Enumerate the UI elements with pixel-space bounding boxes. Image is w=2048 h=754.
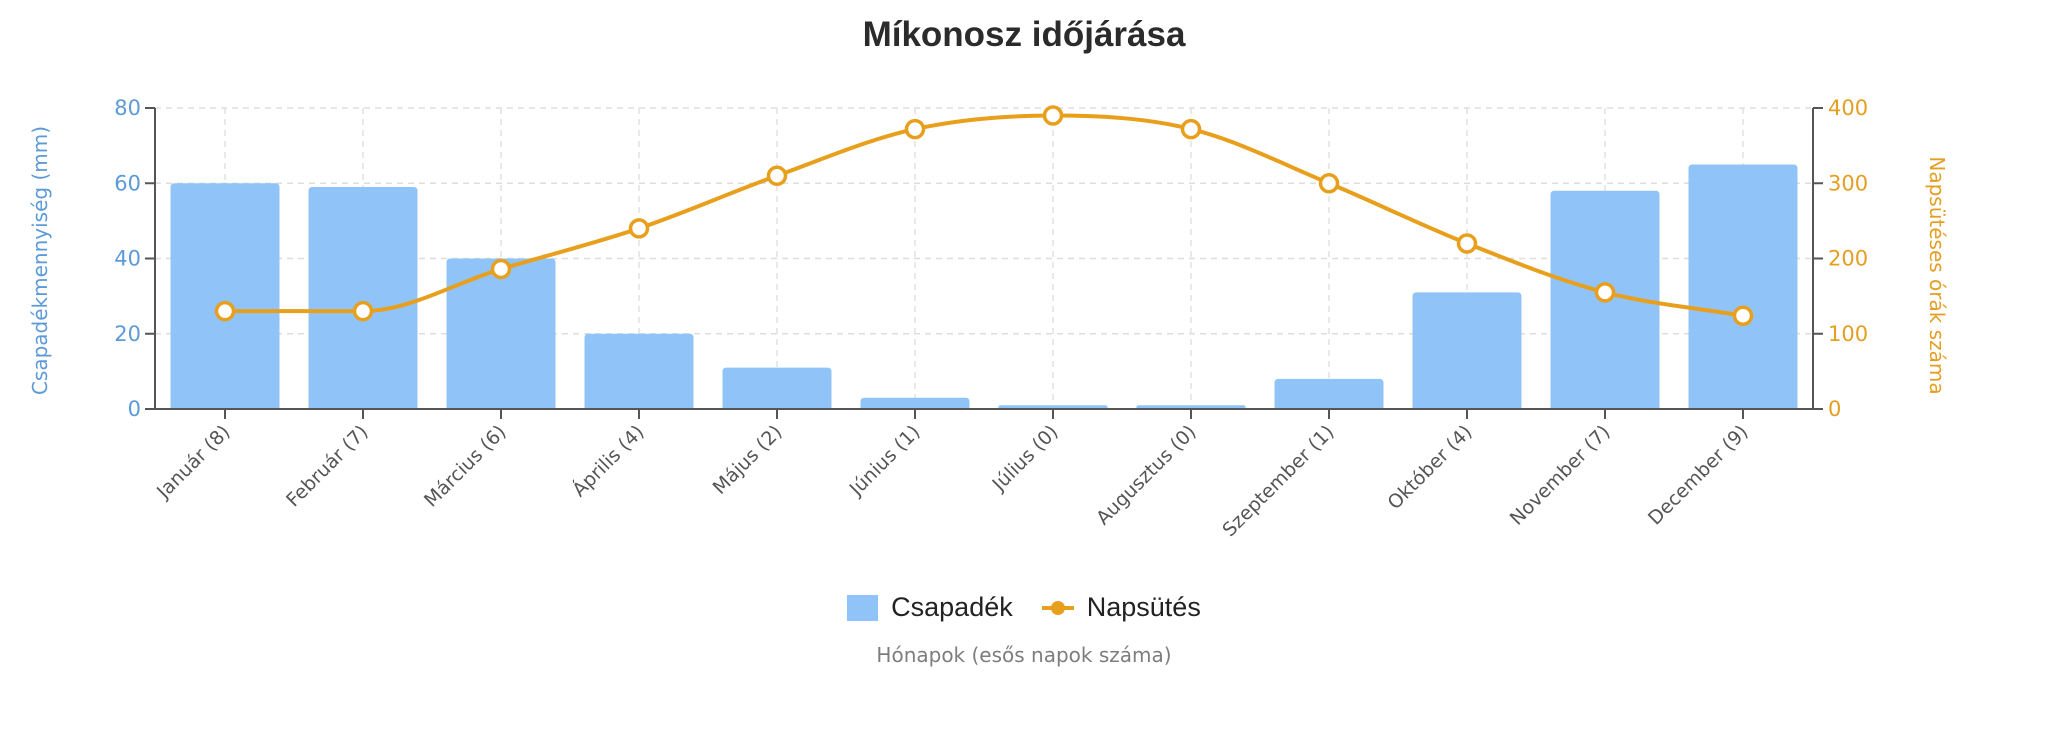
y-right-tick-label: 0 [1828,397,1841,421]
sunshine-line [214,105,1754,326]
sunshine-point-marker[interactable] [1180,118,1202,140]
x-axis-title: Hónapok (esős napok száma) [876,643,1172,667]
x-tick-label: December (9) [1644,421,1753,530]
sunshine-point-marker[interactable] [1318,173,1340,194]
legend-label-precipitation: Csapadék [891,592,1013,622]
y-left-tick-label: 20 [114,322,141,346]
sunshine-point-marker[interactable] [352,300,374,322]
precipitation-bar[interactable] [308,187,418,409]
x-tick-label: Február (7) [282,421,372,511]
y-right-tick-label: 300 [1828,171,1868,195]
sunshine-point-marker[interactable] [1042,105,1064,126]
y-right-tick-label: 100 [1828,322,1868,346]
precipitation-bar[interactable] [170,183,280,409]
precipitation-bar[interactable] [860,397,970,409]
legend-item-precipitation[interactable]: Csapadék [847,592,1013,623]
sunshine-point-marker[interactable] [904,118,926,140]
chart-title: Míkonosz időjárása [862,15,1186,54]
x-tick-label: Március (6) [420,421,511,512]
y-left-tick-label: 80 [114,96,141,120]
sunshine-point-marker[interactable] [766,165,788,186]
x-tick-label: Június (1) [845,421,925,501]
precipitation-bar[interactable] [1412,292,1522,409]
bar-swatch-icon [847,594,879,621]
precipitation-bars [170,164,1798,410]
x-tick-label: Április (4) [568,420,649,501]
y-left-tick-label: 60 [114,171,141,195]
axes [145,107,1823,419]
sunshine-point-marker[interactable] [490,258,512,280]
precipitation-bar[interactable] [584,333,694,409]
x-tick-label: Május (2) [709,421,787,499]
y-axis-left-title: Csapadékmennyiség (mm) [28,126,52,395]
y-left-tick-label: 0 [128,397,141,421]
y-right-tick-label: 200 [1828,247,1868,271]
sunshine-point-marker[interactable] [628,218,650,239]
precipitation-bar[interactable] [722,367,832,409]
sunshine-point-marker[interactable] [1456,233,1478,254]
precipitation-bar[interactable] [446,258,556,410]
x-tick-label: November (7) [1506,421,1615,530]
gridlines [155,107,1813,409]
x-tick-label: Szeptember (1) [1218,421,1338,541]
sunshine-point-marker[interactable] [214,300,236,322]
sunshine-point-marker[interactable] [1594,282,1616,303]
legend-label-sunshine: Napsütés [1086,592,1201,622]
y-left-tick-label: 40 [114,247,141,271]
y-right-tick-label: 400 [1828,96,1868,120]
legend: Csapadék Napsütés [0,592,2048,623]
x-tick-label: Július (0) [988,421,1063,496]
sunshine-line-path [225,113,1744,318]
x-tick-label: Január (8) [152,421,235,504]
precipitation-bar[interactable] [1688,164,1798,409]
sunshine-point-marker[interactable] [1732,305,1754,326]
x-tick-label: Augusztus (0) [1092,421,1200,529]
x-tick-label: Október (4) [1384,421,1477,514]
legend-item-sunshine[interactable]: Napsütés [1013,592,1201,623]
y-axis-right-title: Napsütéses órák száma [1925,156,1949,394]
precipitation-bar[interactable] [1274,378,1384,409]
line-marker-icon [1041,595,1074,621]
